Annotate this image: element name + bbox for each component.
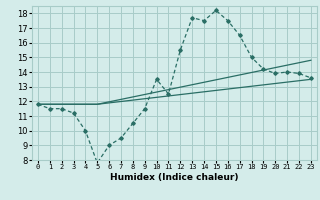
X-axis label: Humidex (Indice chaleur): Humidex (Indice chaleur) bbox=[110, 173, 239, 182]
